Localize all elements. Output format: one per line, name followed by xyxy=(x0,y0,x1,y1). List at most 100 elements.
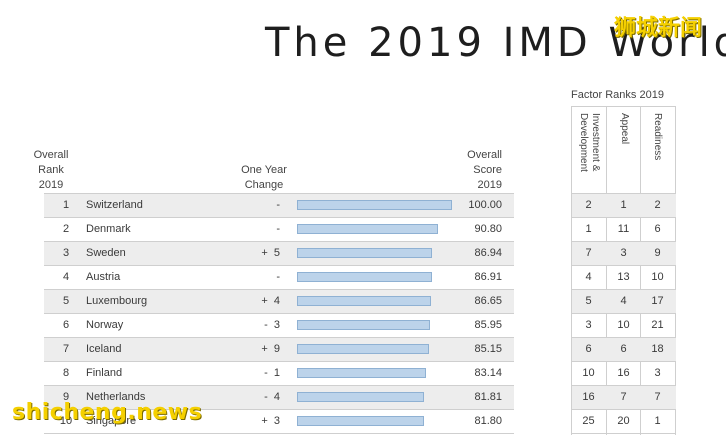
header-overall-score: Overall Score 2019 xyxy=(452,148,502,193)
row-divider xyxy=(44,313,514,314)
factor-row-divider xyxy=(572,289,676,290)
appeal-rank-cell: 7 xyxy=(620,391,627,403)
rank-cell: 8 xyxy=(62,367,70,379)
factor-divider-left xyxy=(571,106,572,435)
investment-rank-cell: 4 xyxy=(585,271,592,283)
appeal-rank-cell: 6 xyxy=(620,343,627,355)
score-bar xyxy=(297,344,429,354)
factor-row: 2 1 2 xyxy=(572,194,676,217)
country-cell: Iceland xyxy=(86,343,122,355)
country-cell: Switzerland xyxy=(86,199,143,211)
investment-rank-cell: 2 xyxy=(585,199,592,211)
factor-row-divider xyxy=(572,337,676,338)
country-cell: Finland xyxy=(86,367,123,379)
appeal-rank-cell: 16 xyxy=(617,367,630,379)
country-cell: Singapore xyxy=(86,415,137,427)
rank-cell: 7 xyxy=(62,343,70,355)
row-divider xyxy=(44,241,514,242)
header-rank-line1: Overall xyxy=(33,149,69,161)
readiness-rank-cell: 10 xyxy=(651,271,664,283)
watermark-top: 狮城新闻 xyxy=(614,16,703,41)
factor-divider-2 xyxy=(640,106,641,435)
score-cell: 81.80 xyxy=(474,415,502,427)
investment-rank-cell: 3 xyxy=(585,319,592,331)
appeal-rank-cell: 10 xyxy=(617,319,630,331)
change-cell: + 9 xyxy=(261,343,280,355)
factor-row: 1 11 6 xyxy=(572,218,676,241)
score-bar xyxy=(297,416,424,426)
score-bar xyxy=(297,224,438,234)
score-bar xyxy=(297,248,432,258)
score-cell: 85.95 xyxy=(474,319,502,331)
factor-row-divider xyxy=(572,409,676,410)
investment-rank-cell: 25 xyxy=(582,415,595,427)
readiness-rank-cell: 6 xyxy=(654,223,661,235)
rank-cell: 4 xyxy=(62,271,70,283)
header-score-line3: 2019 xyxy=(477,179,502,191)
readiness-rank-cell: 2 xyxy=(654,199,661,211)
readiness-rank-cell: 7 xyxy=(654,391,661,403)
row-divider xyxy=(44,433,514,434)
score-bar xyxy=(297,392,424,402)
change-cell: - xyxy=(276,199,280,211)
change-cell: + 4 xyxy=(261,295,280,307)
row-divider xyxy=(44,265,514,266)
change-cell: - xyxy=(276,271,280,283)
factor-row-divider xyxy=(572,433,676,434)
factor-divider-right xyxy=(675,106,676,435)
factor-divider-1 xyxy=(606,106,607,435)
readiness-rank-cell: 18 xyxy=(651,343,664,355)
score-cell: 86.91 xyxy=(474,271,502,283)
rank-cell: 9 xyxy=(62,391,70,403)
factor-row: 3 10 21 xyxy=(572,314,676,337)
factor-header-appeal: Appeal xyxy=(619,113,630,145)
table-row: 4 Austria - 86.91 xyxy=(44,266,514,289)
factor-row-divider xyxy=(572,265,676,266)
factor-row: 7 3 9 xyxy=(572,242,676,265)
header-rule-main xyxy=(44,193,514,194)
readiness-rank-cell: 17 xyxy=(651,295,664,307)
factor-row-divider xyxy=(572,313,676,314)
readiness-rank-cell: 9 xyxy=(654,247,661,259)
country-cell: Netherlands xyxy=(86,391,146,403)
investment-rank-cell: 1 xyxy=(585,223,592,235)
country-cell: Luxembourg xyxy=(86,295,148,307)
factor-row-divider xyxy=(572,217,676,218)
header-change-line2: Change xyxy=(244,179,284,191)
row-divider xyxy=(44,337,514,338)
investment-rank-cell: 6 xyxy=(585,343,592,355)
row-divider xyxy=(44,385,514,386)
investment-rank-cell: 7 xyxy=(585,247,592,259)
rank-cell: 6 xyxy=(62,319,70,331)
score-cell: 86.65 xyxy=(474,295,502,307)
header-rule-factors xyxy=(572,193,676,194)
change-cell: - 4 xyxy=(264,391,280,403)
factor-row-divider xyxy=(572,361,676,362)
rank-cell: 5 xyxy=(62,295,70,307)
change-cell: - xyxy=(276,223,280,235)
watermark-bottom: shicheng.news xyxy=(12,400,203,425)
table-row: 8 Finland - 1 83.14 xyxy=(44,362,514,385)
change-cell: - 3 xyxy=(264,319,280,331)
factor-ranks-title: Factor Ranks 2019 xyxy=(571,89,664,101)
investment-rank-cell: 5 xyxy=(585,295,592,307)
factor-header-investment: Investment & Development xyxy=(578,113,601,172)
factor-row-divider xyxy=(572,241,676,242)
header-overall-rank: Overall Rank 2019 xyxy=(28,148,74,193)
table-row: 7 Iceland + 9 85.15 xyxy=(44,338,514,361)
score-bar xyxy=(297,272,432,282)
country-cell: Norway xyxy=(86,319,124,331)
header-score-line2: Score xyxy=(473,164,502,176)
factor-row: 16 7 7 xyxy=(572,386,676,409)
country-cell: Austria xyxy=(86,271,121,283)
appeal-rank-cell: 4 xyxy=(620,295,627,307)
appeal-rank-cell: 13 xyxy=(617,271,630,283)
score-bar xyxy=(297,200,452,210)
country-cell: Denmark xyxy=(86,223,131,235)
table-row: 2 Denmark - 90.80 xyxy=(44,218,514,241)
change-cell: + 3 xyxy=(261,415,280,427)
factor-title-rule xyxy=(572,106,676,107)
investment-rank-cell: 16 xyxy=(582,391,595,403)
rank-cell: 2 xyxy=(62,223,70,235)
table-row: 1 Switzerland - 100.00 xyxy=(44,194,514,217)
